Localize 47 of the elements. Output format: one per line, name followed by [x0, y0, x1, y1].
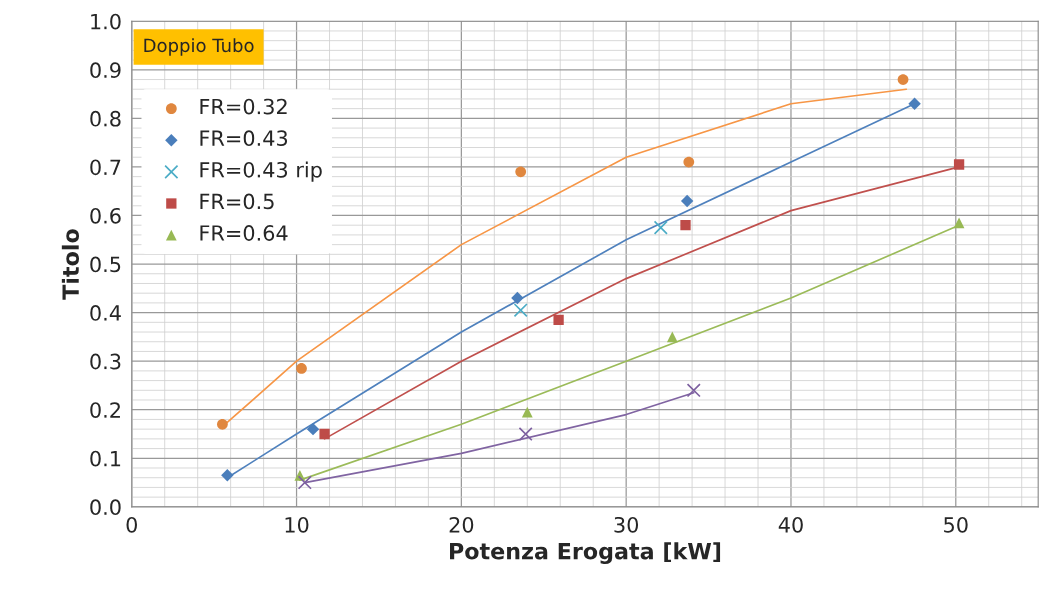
point — [518, 426, 533, 442]
y-tick-label: 0.6 — [90, 207, 121, 224]
x-tick-label: 20 — [449, 516, 474, 533]
legend-label: FR=0.64 — [200, 225, 288, 241]
point — [511, 291, 524, 305]
point — [306, 422, 320, 436]
legend-label: FR=0.32 — [200, 98, 287, 115]
annotation: Doppio Tubo — [144, 38, 254, 56]
legend-label: FR=0.43 — [200, 130, 288, 147]
point — [653, 220, 668, 235]
point — [221, 469, 234, 482]
x-tick-label: 50 — [944, 516, 968, 533]
point — [319, 428, 330, 440]
x-tick-label: 30 — [614, 516, 639, 533]
point — [515, 166, 527, 178]
x-tick-label: 10 — [285, 516, 309, 533]
legend-label: FR=0.5 — [200, 193, 274, 210]
y-tick-label: 0.9 — [90, 62, 121, 79]
point — [553, 314, 564, 326]
point — [666, 331, 678, 343]
y-tick-label: 0.7 — [90, 159, 121, 176]
point — [680, 194, 694, 208]
point — [908, 97, 921, 111]
point — [680, 220, 691, 231]
y-tick-label: 0.0 — [90, 499, 121, 516]
point — [296, 363, 307, 374]
y-tick-label: 0.2 — [90, 402, 120, 418]
point — [683, 156, 695, 168]
x-tick-label: 0 — [126, 516, 137, 533]
y-tick-label: 0.4 — [90, 305, 121, 321]
point — [297, 475, 312, 490]
point — [686, 383, 701, 398]
y-tick-label: 0.8 — [90, 110, 121, 127]
y-axis-title: Titolo — [61, 229, 80, 300]
y-tick-label: 0.5 — [90, 256, 121, 273]
point — [953, 159, 965, 170]
point — [897, 74, 909, 85]
y-tick-label: 1.0 — [91, 13, 121, 30]
point — [953, 217, 965, 229]
point — [521, 406, 533, 418]
x-tick-label: 40 — [778, 516, 803, 533]
y-tick-label: 0.3 — [90, 353, 121, 370]
point — [513, 303, 528, 318]
y-tick-label: 0.1 — [90, 450, 121, 467]
legend-label: FR=0.43 rip — [200, 161, 322, 182]
point — [217, 418, 228, 430]
x-axis-title: Potenza Erogata [kW] — [450, 542, 721, 564]
